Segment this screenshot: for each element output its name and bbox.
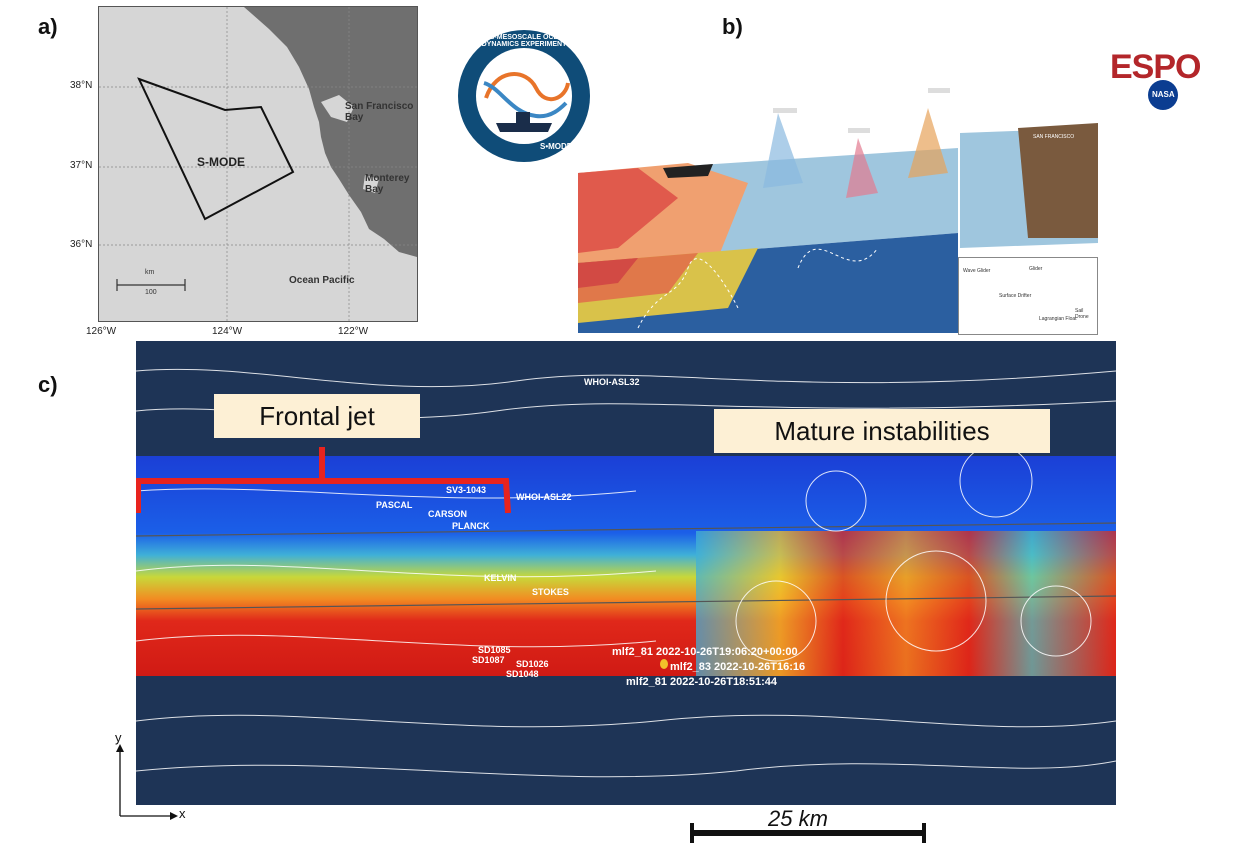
platform-whoi32: WHOI-ASL32 xyxy=(584,377,640,387)
lat-label-37: 37°N xyxy=(70,160,93,171)
instrument-legend: Wave Glider Glider Surface Drifter Lagra… xyxy=(958,257,1098,335)
platform-stokes: STOKES xyxy=(532,587,569,597)
legend-lagrangian-float: Lagrangian Float xyxy=(1039,316,1077,322)
platform-planck: PLANCK xyxy=(452,521,490,531)
axis-y-label: y xyxy=(115,730,122,745)
platform-sd1026: SD1026 xyxy=(516,659,549,669)
lat-label-36: 36°N xyxy=(70,239,93,250)
nasa-logo: NASA xyxy=(1148,80,1178,110)
platform-carson: CARSON xyxy=(428,509,468,519)
platform-sd1085: SD1085 xyxy=(478,645,511,655)
simulation-field xyxy=(136,368,1116,778)
sf-bay-label: San Francisco Bay xyxy=(345,101,414,123)
legend-sail-drone: Sail Drone xyxy=(1075,308,1089,320)
float-label-2: mlf2_83 2022-10-26T16:16 xyxy=(670,661,806,673)
platform-pascal: PASCAL xyxy=(376,500,413,510)
platform-kelvin: KELVIN xyxy=(484,573,517,583)
mature-instabilities-callout: Mature instabilities xyxy=(714,409,1050,453)
observation-diagram: SAN FRANCISCO xyxy=(578,88,1098,333)
platform-whoi22: WHOI-ASL22 xyxy=(516,492,572,502)
legend-wave-glider: Wave Glider xyxy=(963,268,991,274)
frontal-jet-callout: Frontal jet xyxy=(214,394,420,438)
scale-bar xyxy=(692,830,924,836)
scale-value: 100 xyxy=(145,289,157,296)
smode-region-label: S-MODE xyxy=(197,155,245,169)
scale-bar-right-tick xyxy=(922,823,926,843)
lon-label-124: 124°W xyxy=(212,326,243,337)
panel-label-a: a) xyxy=(38,14,58,39)
legend-surface-drifter: Surface Drifter xyxy=(999,293,1032,299)
espo-logo: ESPO xyxy=(1110,48,1201,86)
monterey-bay-label: Monterey Bay xyxy=(365,173,410,195)
logo-title: SUB-MESOSCALE OCEAN DYNAMICS EXPERIMENT xyxy=(479,34,569,48)
scale-unit: km xyxy=(145,269,155,276)
panel-label-b: b) xyxy=(722,14,743,39)
float-marker xyxy=(660,659,668,669)
platform-sd1087: SD1087 xyxy=(472,655,505,665)
scale-bar-label: 25 km xyxy=(768,806,828,831)
diagram-sf-label: SAN FRANCISCO xyxy=(1033,134,1075,140)
lon-label-126: 126°W xyxy=(86,326,117,337)
region-map: S-MODE San Francisco Bay Monterey Bay Oc… xyxy=(98,6,418,322)
smode-logo: SUB-MESOSCALE OCEAN DYNAMICS EXPERIMENT … xyxy=(456,28,592,164)
xy-axes-indicator xyxy=(116,744,178,820)
scale-bar-left-tick xyxy=(690,823,694,843)
map-graphic xyxy=(99,7,417,321)
logo-short: S•MODE xyxy=(540,142,573,151)
panel-label-c: c) xyxy=(38,372,58,397)
float-label-1: mlf2_81 2022-10-26T19:06:20+00:00 xyxy=(612,646,798,658)
lon-label-122: 122°W xyxy=(338,326,369,337)
platform-sd1048: SD1048 xyxy=(506,669,539,679)
simulation-panel: Frontal jet Mature instabilities WHOI-AS… xyxy=(136,341,1116,805)
legend-glider: Glider xyxy=(1029,266,1043,272)
axis-x-label: x xyxy=(179,806,186,821)
float-label-3: mlf2_81 2022-10-26T18:51:44 xyxy=(626,676,778,688)
platform-sv3: SV3-1043 xyxy=(446,485,487,495)
lat-label-38: 38°N xyxy=(70,80,93,91)
ocean-label: Ocean Pacific xyxy=(289,275,355,286)
